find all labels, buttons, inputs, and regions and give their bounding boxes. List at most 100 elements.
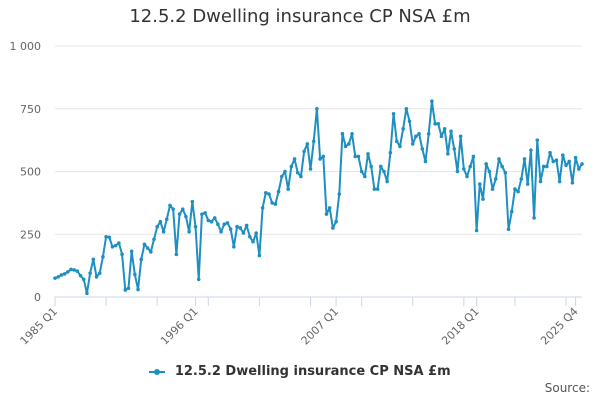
data-point[interactable] <box>493 177 498 181</box>
data-point[interactable] <box>59 273 64 277</box>
data-point[interactable] <box>391 111 396 116</box>
data-point[interactable] <box>193 224 198 229</box>
data-point[interactable] <box>305 142 310 146</box>
data-point[interactable] <box>487 169 492 174</box>
data-point[interactable] <box>171 207 175 211</box>
data-point[interactable] <box>538 179 543 184</box>
data-point[interactable] <box>423 159 428 164</box>
data-point[interactable] <box>225 221 230 225</box>
data-point[interactable] <box>525 182 530 186</box>
data-point[interactable] <box>267 192 271 196</box>
data-point[interactable] <box>551 159 556 164</box>
data-point[interactable] <box>94 275 99 279</box>
data-point[interactable] <box>168 203 172 208</box>
data-point[interactable] <box>353 154 358 159</box>
data-point[interactable] <box>372 187 377 191</box>
data-point[interactable] <box>439 134 444 139</box>
data-point[interactable] <box>107 235 112 240</box>
data-point[interactable] <box>497 157 501 161</box>
data-point[interactable] <box>139 257 144 262</box>
data-point[interactable] <box>366 152 370 156</box>
data-point[interactable] <box>442 127 447 131</box>
data-point[interactable] <box>321 154 326 159</box>
data-point[interactable] <box>509 209 514 214</box>
data-point[interactable] <box>53 276 57 280</box>
data-point[interactable] <box>203 211 207 215</box>
data-point[interactable] <box>177 212 182 216</box>
data-point[interactable] <box>232 245 236 249</box>
data-point[interactable] <box>548 150 552 155</box>
legend[interactable]: 12.5.2 Dwelling insurance CP NSA £m <box>0 364 600 379</box>
data-point[interactable] <box>471 154 476 159</box>
data-point[interactable] <box>343 144 348 149</box>
data-point[interactable] <box>238 226 243 230</box>
data-point[interactable] <box>244 223 249 228</box>
data-point[interactable] <box>375 187 380 191</box>
data-point[interactable] <box>554 158 559 163</box>
data-point[interactable] <box>455 169 460 174</box>
data-point[interactable] <box>190 199 195 204</box>
data-point[interactable] <box>356 154 361 159</box>
data-point[interactable] <box>299 174 303 179</box>
data-point[interactable] <box>101 255 105 259</box>
data-point[interactable] <box>164 217 169 221</box>
data-point[interactable] <box>126 286 131 291</box>
data-point[interactable] <box>308 167 313 171</box>
data-point[interactable] <box>257 253 262 258</box>
data-point[interactable] <box>327 206 332 210</box>
data-point[interactable] <box>88 271 92 275</box>
data-point[interactable] <box>340 132 345 136</box>
data-point[interactable] <box>180 207 185 211</box>
data-point[interactable] <box>506 227 511 232</box>
data-point[interactable] <box>302 149 306 154</box>
data-point[interactable] <box>359 169 364 174</box>
data-point[interactable] <box>446 152 450 156</box>
data-point[interactable] <box>347 142 351 146</box>
data-point[interactable] <box>404 106 409 111</box>
data-point[interactable] <box>500 164 504 169</box>
data-point[interactable] <box>174 252 179 257</box>
data-point[interactable] <box>407 119 412 124</box>
data-point[interactable] <box>145 246 150 250</box>
data-point[interactable] <box>561 153 565 157</box>
data-point[interactable] <box>315 106 319 111</box>
data-point[interactable] <box>420 147 425 151</box>
data-point[interactable] <box>529 148 533 152</box>
data-point[interactable] <box>120 252 124 257</box>
data-point[interactable] <box>295 170 300 175</box>
data-point[interactable] <box>426 132 431 136</box>
data-point[interactable] <box>414 134 418 139</box>
data-point[interactable] <box>436 122 441 126</box>
data-point[interactable] <box>468 164 473 169</box>
data-point[interactable] <box>481 197 485 201</box>
data-point[interactable] <box>212 216 217 220</box>
data-point[interactable] <box>152 237 156 242</box>
data-point[interactable] <box>216 222 220 227</box>
data-point[interactable] <box>410 142 415 146</box>
data-point[interactable] <box>81 277 86 282</box>
data-point[interactable] <box>136 287 140 292</box>
data-point[interactable] <box>433 122 437 126</box>
data-point[interactable] <box>56 275 60 279</box>
data-point[interactable] <box>490 187 495 191</box>
data-point[interactable] <box>187 229 191 234</box>
data-point[interactable] <box>75 269 80 273</box>
data-point[interactable] <box>72 268 76 272</box>
data-point[interactable] <box>452 147 457 151</box>
data-point[interactable] <box>91 257 96 262</box>
data-point[interactable] <box>477 182 482 186</box>
data-point[interactable] <box>334 219 338 224</box>
data-point[interactable] <box>532 216 536 220</box>
data-point[interactable] <box>85 291 89 296</box>
data-point[interactable] <box>567 159 572 164</box>
data-point[interactable] <box>516 189 520 194</box>
data-point[interactable] <box>401 127 405 131</box>
data-point[interactable] <box>254 231 259 235</box>
data-point[interactable] <box>577 167 581 171</box>
data-point[interactable] <box>541 164 546 169</box>
data-point[interactable] <box>283 169 287 174</box>
data-point[interactable] <box>69 267 73 272</box>
data-point[interactable] <box>465 174 469 179</box>
data-point[interactable] <box>557 179 562 184</box>
data-point[interactable] <box>113 243 118 248</box>
